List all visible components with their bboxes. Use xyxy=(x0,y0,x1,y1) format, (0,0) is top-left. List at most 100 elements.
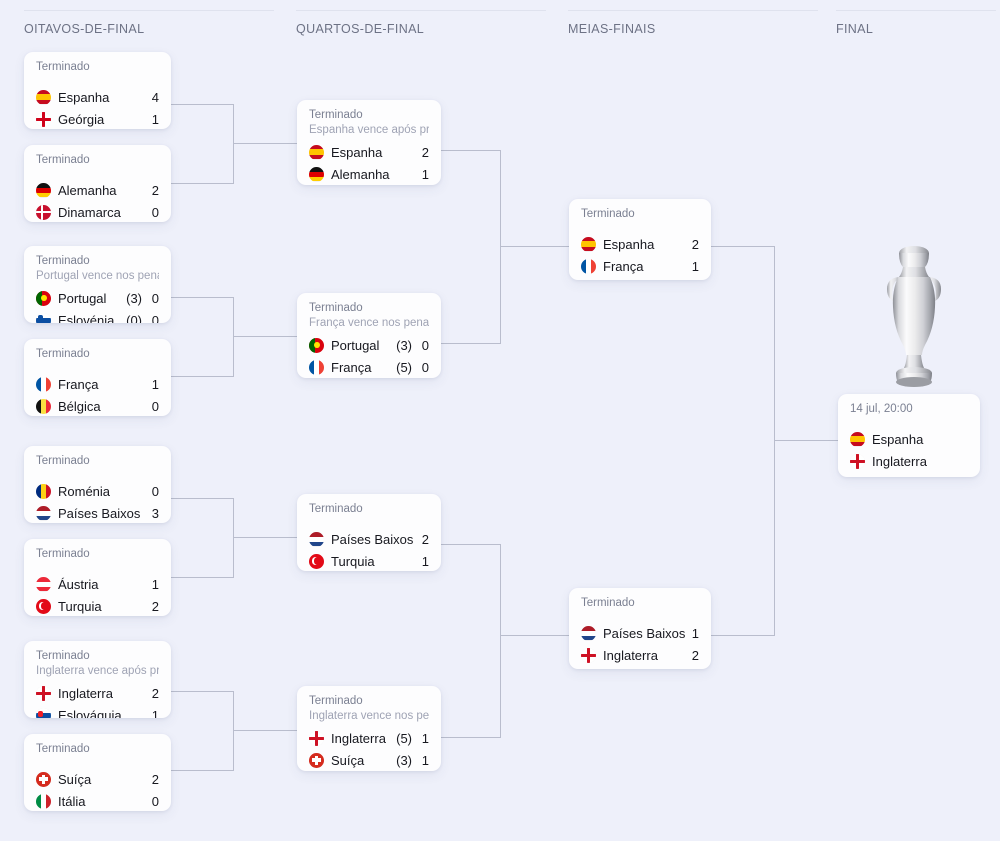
match-card-qf-3[interactable]: Terminado Países Baixos 2 Turquia 1 xyxy=(297,494,441,571)
match-card-sf-1[interactable]: Terminado Espanha 2 França 1 xyxy=(569,199,711,280)
connector-line xyxy=(500,150,501,344)
team-score: 0 xyxy=(151,793,159,809)
match-card-r16-7[interactable]: Terminado Inglaterra vence após pr Ingla… xyxy=(24,641,171,718)
team-score: 0 xyxy=(151,290,159,306)
flag-icon-at xyxy=(36,576,51,592)
team-score: 2 xyxy=(151,685,159,701)
match-status: Terminado xyxy=(309,695,363,707)
match-team-row: Alemanha 1 xyxy=(309,163,429,185)
match-card-r16-5[interactable]: Terminado Roménia 0 Países Baixos 3 xyxy=(24,446,171,523)
flag-icon-fr xyxy=(36,376,51,392)
connector-line xyxy=(441,544,501,545)
match-team-row: Roménia 0 xyxy=(36,480,159,502)
round-title-sf: MEIAS-FINAIS xyxy=(568,22,656,36)
team-score: 2 xyxy=(421,531,429,547)
connector-line xyxy=(441,150,501,151)
match-team-row: França 1 xyxy=(36,373,159,395)
match-team-row: Turquia 1 xyxy=(309,550,429,571)
round-rule xyxy=(24,10,274,11)
match-team-row: Países Baixos 2 xyxy=(309,528,429,550)
match-card-r16-2[interactable]: Terminado Alemanha 2 Dinamarca 0 xyxy=(24,145,171,222)
match-card-r16-1[interactable]: Terminado Espanha 4 Geórgia 1 xyxy=(24,52,171,129)
match-card-final[interactable]: 14 jul, 20:00 Espanha Inglaterra xyxy=(838,394,980,477)
round-title-qf: QUARTOS-DE-FINAL xyxy=(296,22,425,36)
flag-icon-es xyxy=(581,236,596,252)
team-name: Geórgia xyxy=(58,111,105,127)
team-name: Inglaterra xyxy=(58,685,113,701)
flag-icon-en xyxy=(309,730,324,746)
flag-icon-es xyxy=(36,89,51,105)
connector-line xyxy=(233,730,297,731)
team-penalties: (3) xyxy=(396,752,412,768)
team-name: Alemanha xyxy=(331,166,390,182)
team-name: Turquia xyxy=(58,598,102,614)
flag-icon-de xyxy=(309,166,324,182)
team-score: 2 xyxy=(691,647,699,663)
team-name: Suíça xyxy=(58,771,92,787)
match-team-row: Geórgia 1 xyxy=(36,108,159,129)
match-status: Terminado xyxy=(36,455,90,467)
connector-line xyxy=(171,577,234,578)
flag-icon-ro xyxy=(36,483,51,499)
team-name: Países Baixos xyxy=(603,625,686,641)
team-penalties: (0) xyxy=(126,312,142,324)
team-penalties: (5) xyxy=(396,730,412,746)
team-name: Inglaterra xyxy=(603,647,658,663)
flag-icon-tr xyxy=(309,553,324,569)
match-card-qf-1[interactable]: Terminado Espanha vence após pro Espanha… xyxy=(297,100,441,185)
match-team-row: Espanha 4 xyxy=(36,86,159,108)
match-team-row: Dinamarca 0 xyxy=(36,201,159,222)
team-name: Eslovénia xyxy=(58,312,115,324)
match-status: Terminado xyxy=(36,154,90,166)
team-name: Países Baixos xyxy=(58,505,141,521)
team-score: 1 xyxy=(421,730,429,746)
team-score: 1 xyxy=(691,625,699,641)
match-team-row: França (5) 0 xyxy=(309,356,429,378)
match-team-row: Espanha 2 xyxy=(309,141,429,163)
team-name: Itália xyxy=(58,793,86,809)
match-team-row: Espanha 2 xyxy=(581,233,699,255)
round-title-r16: OITAVOS-DE-FINAL xyxy=(24,22,145,36)
match-card-r16-4[interactable]: Terminado França 1 Bélgica 0 xyxy=(24,339,171,416)
round-rule xyxy=(836,10,996,11)
team-name: Espanha xyxy=(331,144,383,160)
match-card-qf-4[interactable]: Terminado Inglaterra vence nos per Ingla… xyxy=(297,686,441,771)
match-team-row: Países Baixos 1 xyxy=(581,622,699,644)
match-kickoff-time: 14 jul, 20:00 xyxy=(850,403,913,415)
flag-icon-fr xyxy=(309,359,324,375)
flag-icon-it xyxy=(36,793,51,809)
match-team-row: Suíça 2 xyxy=(36,768,159,790)
team-score: 1 xyxy=(421,752,429,768)
connector-line xyxy=(233,691,234,771)
flag-icon-en xyxy=(36,685,51,701)
round-rule xyxy=(568,10,818,11)
match-card-r16-3[interactable]: Terminado Portugal vence nos pena Portug… xyxy=(24,246,171,323)
connector-line xyxy=(171,104,234,105)
match-team-row: Eslováquia 1 xyxy=(36,704,159,718)
match-card-sf-2[interactable]: Terminado Países Baixos 1 Inglaterra 2 xyxy=(569,588,711,669)
team-name: Portugal xyxy=(58,290,107,306)
match-team-row: Inglaterra 2 xyxy=(581,644,699,666)
match-status: Terminado xyxy=(36,255,90,267)
flag-icon-de xyxy=(36,182,51,198)
match-team-row: Suíça (3) 1 xyxy=(309,749,429,771)
match-team-row: Bélgica 0 xyxy=(36,395,159,416)
match-card-r16-6[interactable]: Terminado Áustria 1 Turquia 2 xyxy=(24,539,171,616)
team-penalties: (3) xyxy=(126,290,142,306)
match-team-row: Portugal (3) 0 xyxy=(309,334,429,356)
team-score: 2 xyxy=(151,771,159,787)
flag-icon-tr xyxy=(36,598,51,614)
team-score: 0 xyxy=(151,398,159,414)
match-team-row: Inglaterra xyxy=(850,450,968,472)
match-status: Terminado xyxy=(309,109,363,121)
team-score: 4 xyxy=(151,89,159,105)
match-card-qf-2[interactable]: Terminado França vence nos penalt Portug… xyxy=(297,293,441,378)
flag-icon-ch xyxy=(36,771,51,787)
team-name: Espanha xyxy=(58,89,110,105)
connector-line xyxy=(171,297,234,298)
flag-icon-nl xyxy=(36,505,51,521)
flag-icon-es xyxy=(309,144,324,160)
team-name: Espanha xyxy=(872,431,924,447)
match-card-r16-8[interactable]: Terminado Suíça 2 Itália 0 xyxy=(24,734,171,811)
team-name: França xyxy=(58,376,99,392)
